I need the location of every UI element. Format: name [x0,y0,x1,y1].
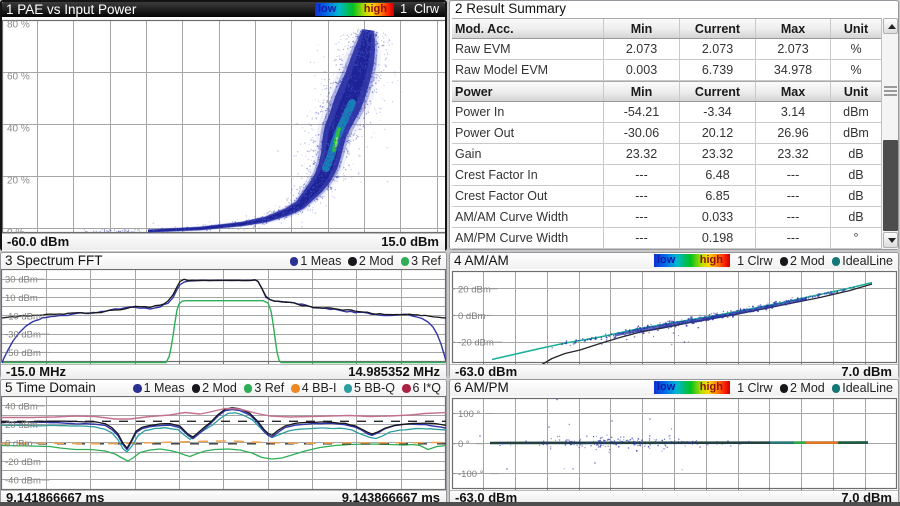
svg-text:40 dBm: 40 dBm [5,401,38,412]
svg-text:-40 dBm: -40 dBm [5,476,41,487]
svg-text:-20 dBm: -20 dBm [5,457,41,468]
svg-text:20 %: 20 % [7,175,30,186]
svg-text:-20 dBm: -20 dBm [458,338,494,349]
svg-text:40 %: 40 % [7,123,30,134]
svg-text:100 °: 100 ° [458,409,480,420]
svg-text:-30 dBm: -30 dBm [5,330,41,341]
svg-text:0 °: 0 ° [458,439,470,450]
svg-text:0 dBm: 0 dBm [5,439,33,450]
svg-text:20 dBm: 20 dBm [5,420,38,431]
svg-text:30 dBm: 30 dBm [5,275,38,286]
svg-text:-100 °: -100 ° [458,469,484,480]
svg-text:0 dBm: 0 dBm [458,311,486,322]
svg-text:10 dBm: 10 dBm [5,293,38,304]
svg-text:80 %: 80 % [7,19,30,30]
svg-text:60 %: 60 % [7,71,30,82]
svg-text:-50 dBm: -50 dBm [5,348,41,359]
svg-text:-10 dBm: -10 dBm [5,311,41,322]
svg-text:20 dBm: 20 dBm [458,284,491,295]
svg-text:0 %: 0 % [7,227,24,238]
